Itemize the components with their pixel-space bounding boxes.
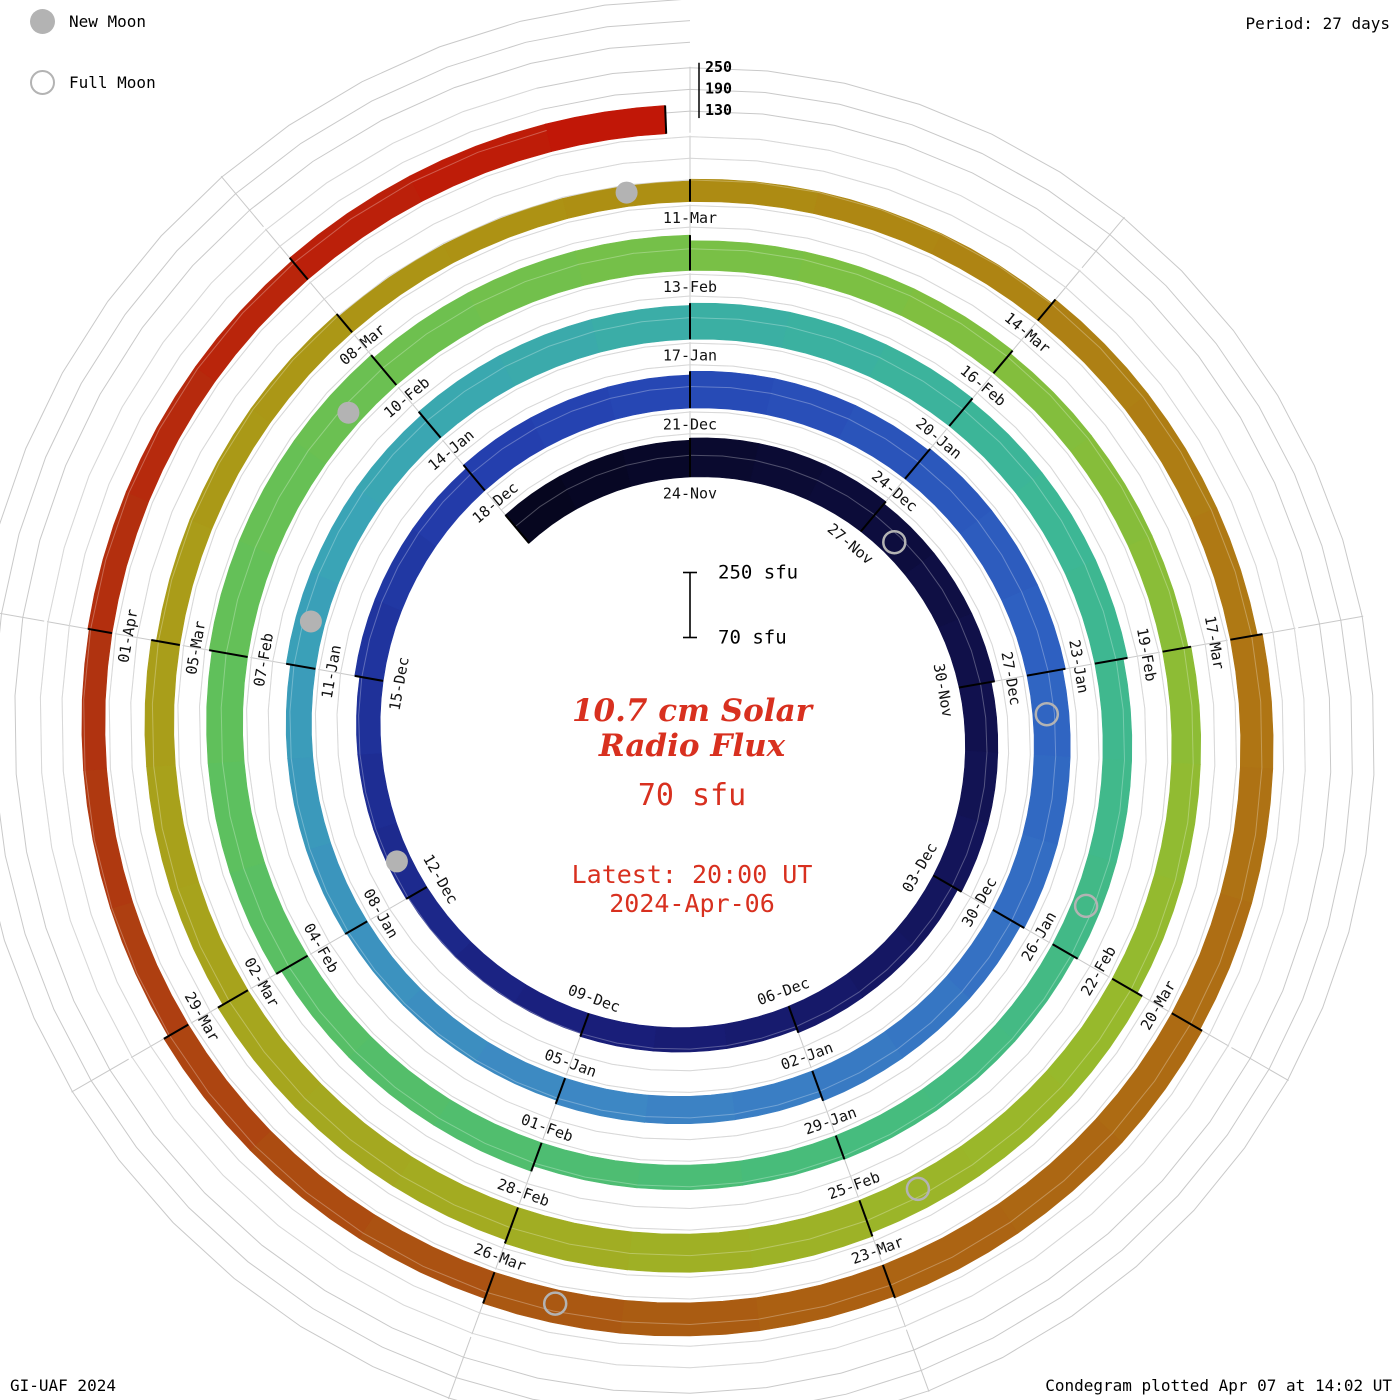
credit-label: GI-UAF 2024	[10, 1376, 116, 1395]
flux-bar-segment	[689, 371, 775, 415]
moon-markers	[299, 181, 1099, 1316]
full-moon-label: Full Moon	[69, 73, 156, 92]
full-moon-icon	[30, 70, 55, 95]
flux-bar-segment	[797, 251, 915, 316]
date-label: 30-Nov	[930, 662, 957, 718]
legend-new-moon: New Moon	[30, 9, 146, 34]
flux-bar-segment	[412, 467, 486, 547]
chart-title-line2: Radio Flux	[598, 728, 786, 764]
flux-bars	[81, 105, 1274, 1337]
grid-overlay	[39, 87, 1306, 1369]
new-moon-marker	[385, 850, 408, 873]
flux-bar-segment	[755, 1264, 895, 1332]
flux-bar-segment	[1220, 766, 1274, 904]
full-moon-marker	[542, 1291, 568, 1316]
radial-axis-label: 250	[705, 58, 732, 76]
flux-bar-segment	[765, 378, 856, 439]
flux-bar-segment	[956, 750, 999, 825]
flux-bar-segment	[579, 1013, 657, 1052]
date-label: 15-Dec	[386, 655, 413, 711]
flux-bar-segment	[1094, 658, 1133, 762]
flux-bar-segment	[1230, 633, 1274, 770]
flux-bar-segment	[443, 198, 568, 264]
flux-bar-segment	[229, 862, 309, 975]
full-moon-marker	[882, 529, 907, 555]
radial-axis-label: 190	[705, 79, 732, 97]
flux-bar-segment	[945, 909, 1021, 1000]
flux-bar-segment	[402, 988, 489, 1063]
flux-bar-segment	[627, 1228, 753, 1273]
radial-axis-labels: 250 190 130	[698, 58, 732, 119]
radial-axis-label: 130	[705, 101, 732, 119]
flux-bar-segment	[206, 650, 248, 764]
flux-bar-segment	[900, 288, 1014, 374]
flux-bar-segment	[83, 768, 133, 909]
full-moon-marker	[905, 1176, 931, 1202]
flux-bar-segment	[144, 639, 181, 768]
scale-top-label: 250 sfu	[718, 562, 798, 584]
flux-bar-segment	[1162, 646, 1202, 766]
flux-bar-segment	[289, 175, 423, 280]
flux-bar-segment	[374, 528, 437, 611]
flux-bar-segment	[1070, 435, 1153, 547]
new-moon-icon	[30, 9, 55, 34]
flux-bar-segment	[931, 233, 1053, 321]
flux-bar-segment	[125, 366, 216, 502]
full-moon-marker	[1073, 893, 1099, 919]
flux-bar-segment	[555, 1077, 649, 1123]
date-label: 21-Dec	[663, 415, 717, 433]
current-flux-label: 70 sfu	[637, 778, 747, 813]
new-moon-label: New Moon	[69, 12, 147, 31]
flux-bar-segment	[348, 1035, 451, 1126]
flux-bar-segment	[622, 439, 691, 487]
flux-bar-segment	[467, 250, 584, 325]
flux-bar-segment	[723, 1005, 798, 1049]
flux-bar-segment	[652, 1023, 728, 1053]
latest-time: Latest: 20:00 UT	[571, 860, 813, 889]
flux-bar-segment	[846, 929, 918, 998]
latest-observation: Latest: 20:00 UT 2024-Apr-06	[572, 860, 813, 918]
date-label: 17-Jan	[663, 347, 717, 365]
flux-bar-segment	[418, 355, 516, 439]
flux-bar-segment	[958, 681, 999, 754]
flux-bar-segment	[1026, 668, 1071, 758]
latest-date: 2024-Apr-06	[609, 889, 775, 918]
segment-dividers	[87, 105, 1263, 1304]
flux-bar-segment	[1022, 754, 1071, 846]
flux-bar-segment	[1045, 978, 1143, 1096]
date-label: 11-Mar	[663, 209, 717, 227]
flux-bar-segment	[499, 319, 600, 387]
new-moon-marker	[299, 610, 322, 633]
legend-full-moon: Full Moon	[30, 70, 156, 95]
date-label: 13-Feb	[663, 278, 717, 296]
flux-bar-segment	[146, 764, 199, 891]
plotted-label: Condegram plotted Apr 07 at 14:02 UT	[1045, 1376, 1392, 1395]
flux-bar-segment	[1125, 393, 1218, 520]
flux-bar-segment	[532, 1142, 641, 1189]
flux-bar-segment	[81, 628, 113, 771]
flux-bar-segment	[619, 1297, 760, 1337]
flux-bar-segment	[1088, 758, 1133, 863]
date-label: 24-Nov	[663, 484, 717, 502]
period-label: Period: 27 days	[1245, 14, 1391, 33]
flux-bar-segment	[1171, 893, 1253, 1030]
flux-bar-segment	[357, 752, 397, 831]
flux-bar-segment	[110, 901, 189, 1037]
scale-bar: 250 sfu 70 sfu	[683, 562, 798, 649]
new-moon-marker	[615, 181, 638, 204]
flux-bar-segment	[482, 1271, 625, 1334]
full-moon-marker	[1034, 701, 1060, 727]
flux-bar-segment	[922, 1023, 1016, 1111]
chart-title-line1: 10.7 cm Solar	[571, 693, 813, 729]
scale-bottom-label: 70 sfu	[718, 627, 787, 649]
flux-bar-segment	[392, 1156, 519, 1241]
new-moon-marker	[337, 401, 360, 424]
chart-title: 10.7 cm Solar Radio Flux	[572, 694, 812, 764]
flux-bar-segment	[689, 302, 791, 348]
flux-bar-segment	[454, 941, 527, 1004]
flux-bar-segment	[644, 1092, 736, 1124]
